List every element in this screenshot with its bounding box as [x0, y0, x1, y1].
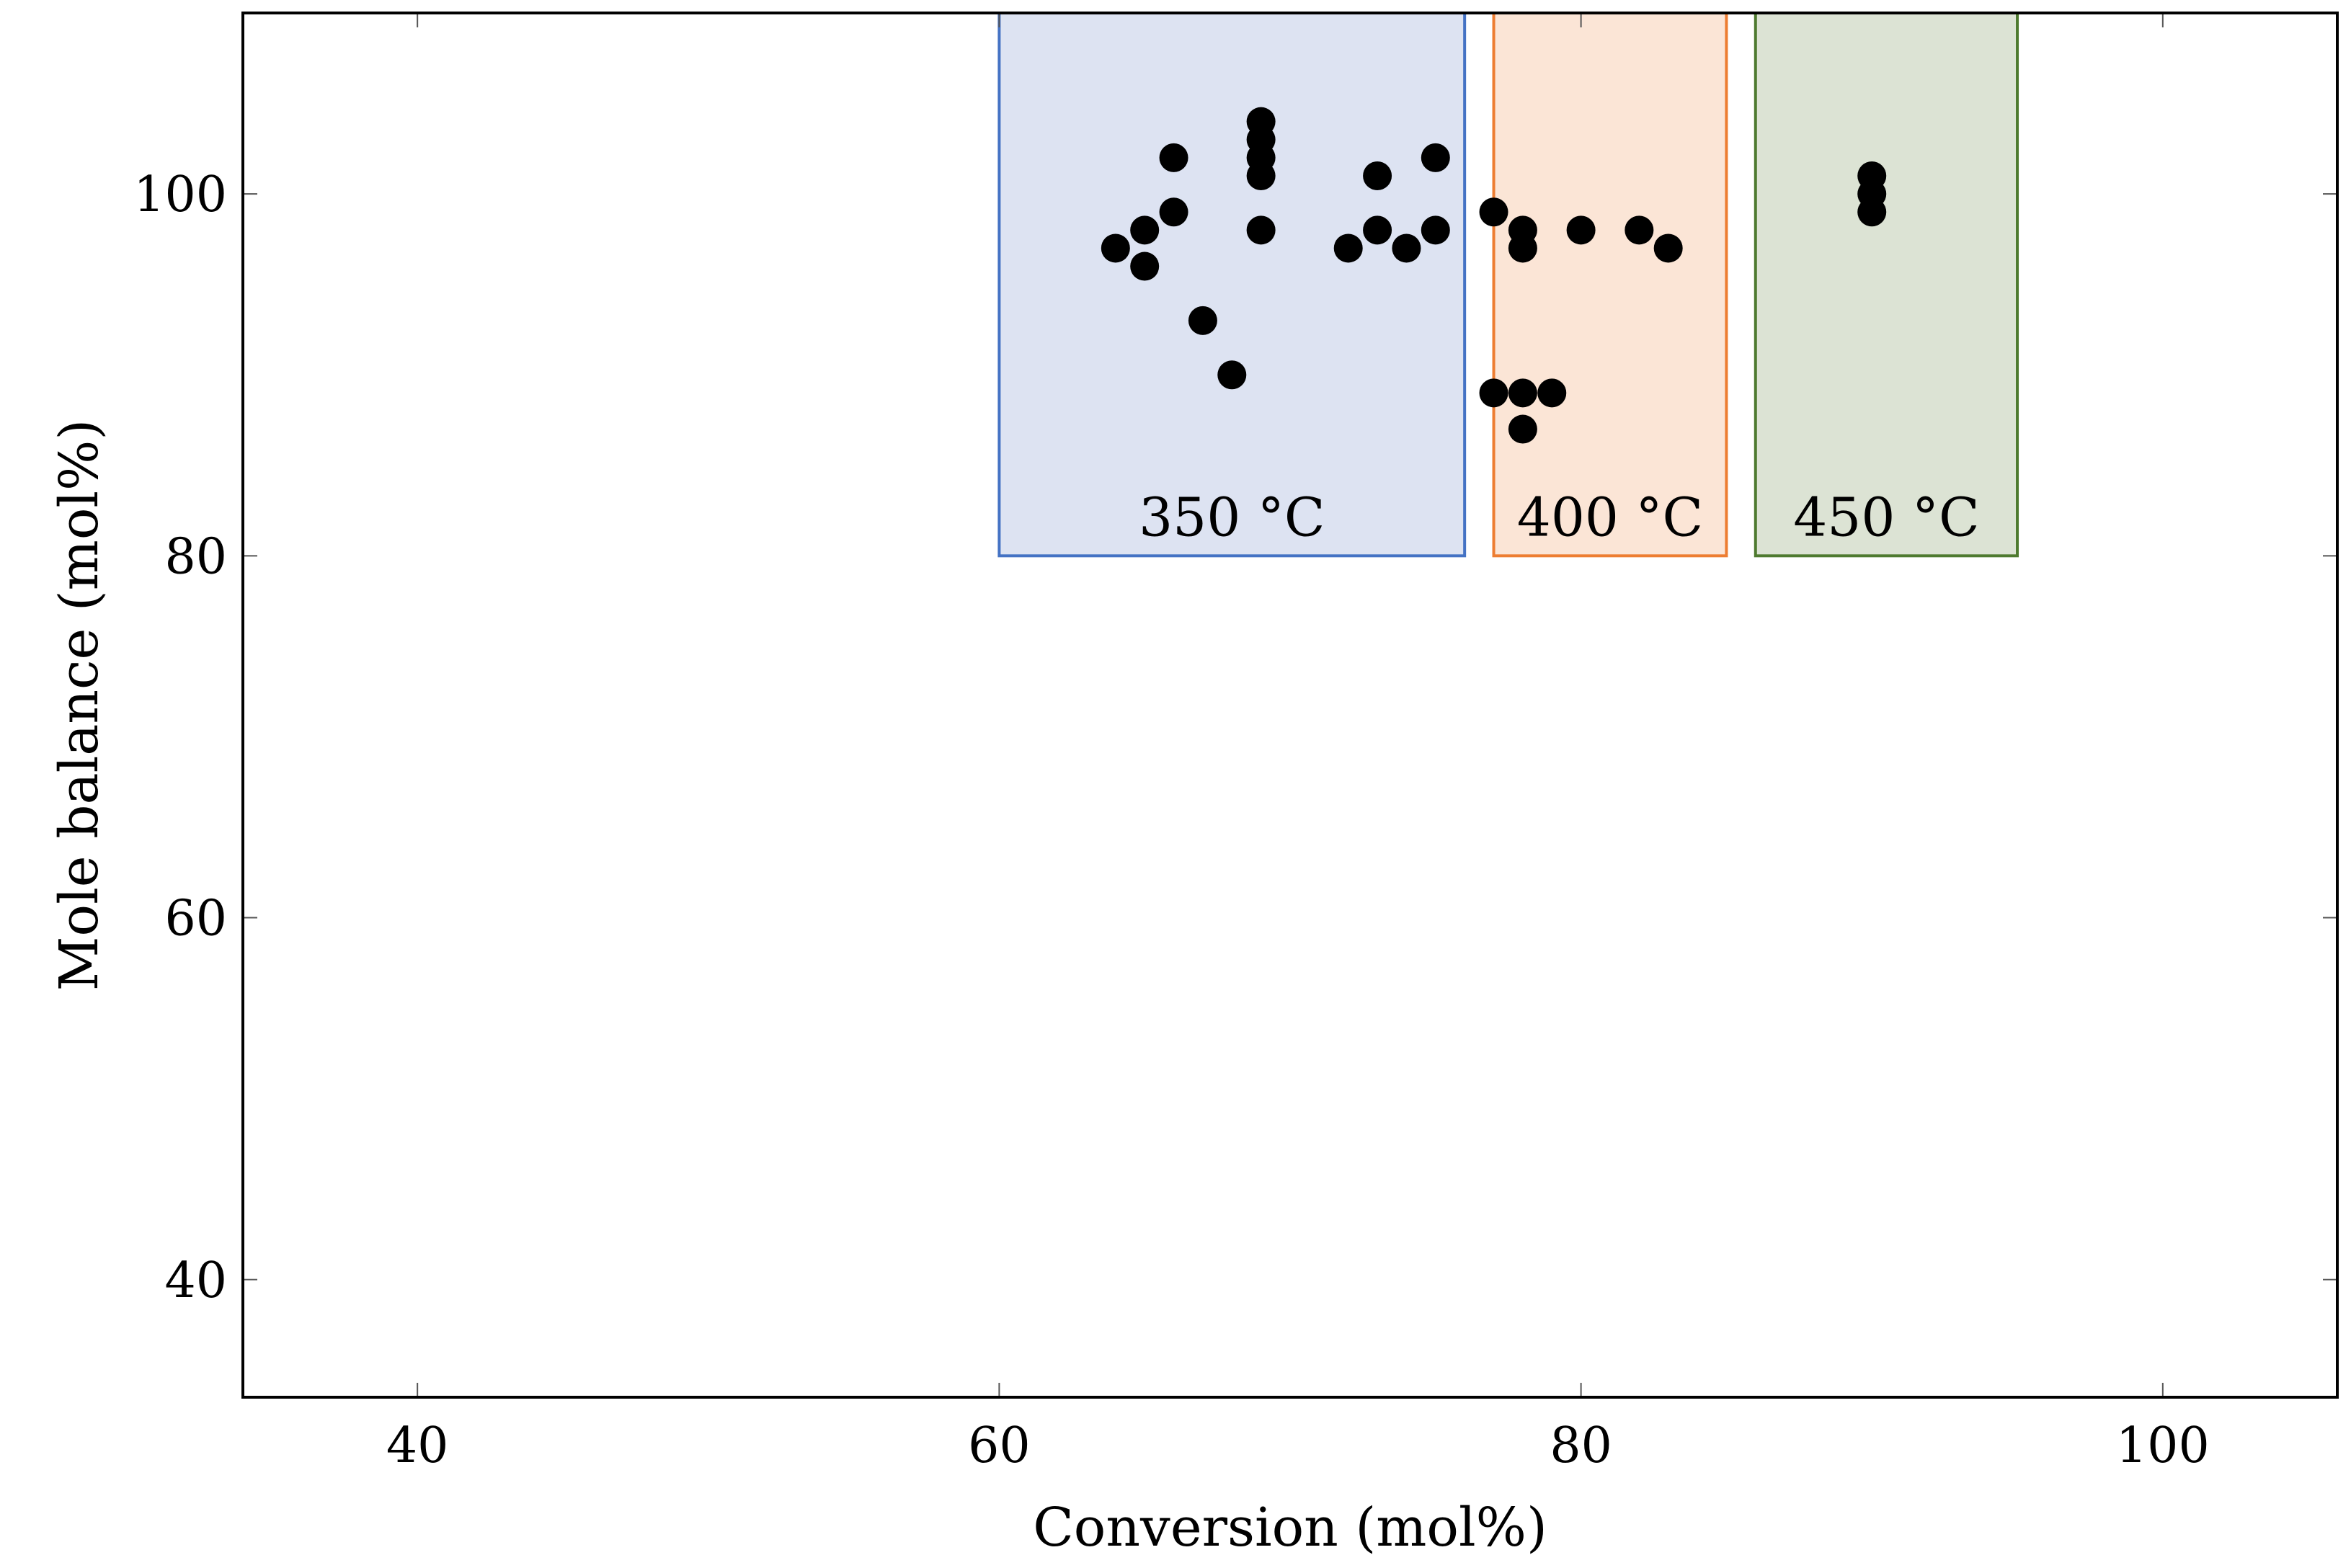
data-point-0-19 [1479, 378, 1508, 408]
data-point-0-2 [1130, 251, 1160, 281]
data-point-0-0 [1101, 233, 1130, 263]
temperature-regions: 350 °C 400 °C 450 °C [997, 12, 2019, 558]
data-point-0-12 [1333, 233, 1363, 263]
data-point-0-13 [1363, 161, 1392, 190]
region-label-1: 400 °C [1517, 486, 1703, 548]
data-point-0-11 [1246, 215, 1276, 245]
region-label-2: 450 °C [1793, 486, 1979, 548]
y-tick-label-3: 100 [133, 166, 227, 223]
data-point-0-15 [1392, 233, 1421, 263]
data-point-0-5 [1188, 306, 1217, 335]
y-tick-labels: 40 60 80 100 [133, 166, 227, 1309]
x-tick-label-2: 80 [1550, 1417, 1612, 1474]
axis-ticks [243, 13, 2337, 1397]
x-tick-label-1: 60 [968, 1417, 1031, 1474]
data-point-0-26 [1625, 215, 1654, 245]
y-axis-title: Mole balance (mol%) [48, 419, 110, 991]
data-points [1101, 107, 1887, 444]
plot-frame [241, 12, 2339, 1399]
x-axis-title: Conversion (mol%) [1033, 1497, 1547, 1559]
data-point-0-1 [1130, 215, 1160, 245]
data-point-0-18 [1479, 197, 1508, 227]
data-point-0-24 [1537, 378, 1567, 408]
data-point-0-23 [1508, 414, 1537, 444]
x-tick-labels: 40 60 80 100 [386, 1417, 2210, 1474]
data-point-0-16 [1421, 143, 1450, 172]
data-point-0-27 [1653, 233, 1683, 263]
y-tick-label-2: 80 [164, 528, 227, 585]
data-point-0-14 [1363, 215, 1392, 245]
data-point-0-17 [1421, 215, 1450, 245]
data-point-0-22 [1508, 378, 1537, 408]
data-point-0-10 [1246, 161, 1276, 190]
x-tick-label-0: 40 [386, 1417, 449, 1474]
x-tick-label-3: 100 [2116, 1417, 2210, 1474]
data-point-0-4 [1159, 197, 1188, 227]
data-point-0-21 [1508, 233, 1537, 263]
data-point-0-6 [1217, 360, 1247, 390]
y-tick-label-0: 40 [164, 1252, 227, 1309]
region-label-0: 350 °C [1139, 486, 1325, 548]
y-tick-label-1: 60 [164, 891, 227, 948]
region-box-1 [1492, 12, 1728, 558]
region-box-0 [997, 12, 1467, 558]
region-box-2 [1754, 12, 2019, 558]
data-point-0-25 [1566, 215, 1596, 245]
data-point-0-3 [1159, 143, 1188, 172]
data-point-0-30 [1857, 197, 1887, 227]
